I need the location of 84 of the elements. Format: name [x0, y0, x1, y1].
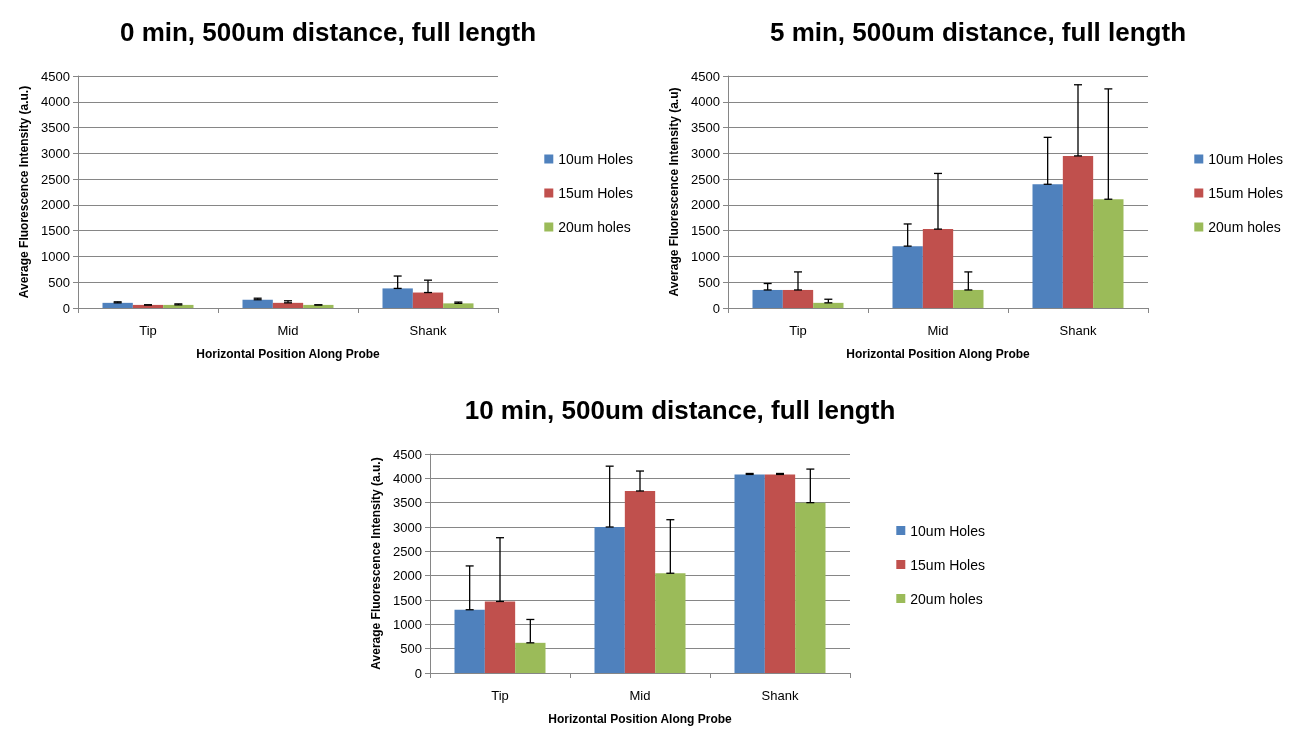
y-tick-label: 0: [712, 300, 720, 316]
legend-label: 10um Holes: [1208, 151, 1283, 167]
y-tick-label: 4000: [691, 94, 720, 110]
y-tick-label: 2500: [393, 543, 422, 559]
bar: [515, 642, 546, 673]
x-tick-label: Shank: [409, 323, 447, 338]
x-tick-label: Mid: [927, 323, 949, 338]
x-tick-label: Tip: [789, 323, 807, 338]
bar: [454, 609, 485, 673]
bar: [594, 527, 625, 673]
x-tick-label: Mid: [277, 323, 299, 338]
x-tick-label: Tip: [491, 688, 509, 703]
chart-title: 10 min, 500um distance, full length: [464, 395, 896, 425]
bar: [303, 304, 334, 308]
x-tick-label: Tip: [139, 323, 157, 338]
y-tick-label: 500: [400, 641, 422, 657]
y-tick-label: 500: [698, 274, 720, 290]
bar: [163, 304, 194, 308]
y-axis-title: Average Fluorescence Intensity (a.u.): [17, 85, 32, 299]
bar: [484, 601, 516, 673]
y-tick-label: 0: [414, 665, 422, 681]
x-axis-title: Horizontal Position Along Probe: [846, 347, 1031, 361]
y-tick-label: 3000: [691, 145, 720, 161]
chart-title: 0 min, 500um distance, full length: [119, 17, 537, 47]
y-tick-label: 4500: [691, 68, 720, 84]
y-tick-label: 0: [62, 300, 70, 316]
y-tick-label: 2000: [393, 568, 422, 584]
bar: [953, 289, 984, 308]
y-tick-label: 3500: [41, 120, 70, 136]
chart-title: 5 min, 500um distance, full length: [769, 17, 1187, 47]
y-axis-title: Average Fluorescence Intensity (a.u.): [369, 457, 384, 670]
y-tick-label: 1000: [41, 248, 70, 264]
y-tick-label: 2500: [41, 171, 70, 187]
legend-label: 20um holes: [1208, 219, 1281, 235]
y-tick-label: 3500: [393, 495, 422, 511]
bar: [764, 474, 796, 673]
y-tick-label: 1500: [691, 223, 720, 239]
legend-label: 10um Holes: [558, 151, 633, 167]
bar: [272, 302, 304, 308]
bar: [1032, 184, 1063, 308]
bar: [655, 573, 686, 673]
legend-label: 20um holes: [910, 590, 983, 607]
y-tick-label: 1500: [41, 223, 70, 239]
bar: [752, 289, 783, 308]
legend-label: 15um Holes: [1208, 185, 1283, 201]
bar: [892, 246, 923, 308]
legend-label: 15um Holes: [558, 185, 633, 201]
y-tick-label: 4000: [393, 470, 422, 486]
y-tick-label: 3000: [41, 145, 70, 161]
x-tick-label: Mid: [629, 688, 651, 703]
legend-label: 20um holes: [558, 219, 631, 235]
bar: [1062, 155, 1094, 308]
y-tick-label: 1000: [691, 248, 720, 264]
y-axis-title: Average Fluorescence Intensity (a.u): [667, 87, 682, 297]
y-tick-label: 4000: [41, 94, 70, 110]
legend-label: 15um Holes: [910, 556, 985, 573]
y-tick-label: 4500: [41, 68, 70, 84]
bar: [132, 304, 164, 308]
bar: [624, 490, 656, 673]
x-tick-label: Shank: [761, 688, 799, 703]
legend-label: 10um Holes: [910, 522, 985, 539]
x-tick-label: Shank: [1059, 323, 1097, 338]
y-tick-label: 3500: [691, 120, 720, 136]
x-axis-title: Horizontal Position Along Probe: [196, 347, 381, 361]
y-tick-label: 1500: [393, 592, 422, 608]
y-tick-label: 1000: [393, 616, 422, 632]
x-axis-title: Horizontal Position Along Probe: [548, 712, 733, 726]
y-tick-label: 500: [48, 274, 70, 290]
y-tick-label: 2000: [691, 197, 720, 213]
y-tick-label: 4500: [393, 446, 422, 462]
y-tick-label: 2500: [691, 171, 720, 187]
bar: [242, 299, 273, 308]
bar: [813, 302, 844, 308]
bar: [734, 474, 765, 673]
bar: [782, 289, 814, 308]
y-tick-label: 2000: [41, 197, 70, 213]
bar: [795, 502, 826, 673]
bar: [412, 292, 444, 308]
bar: [382, 288, 413, 308]
bar: [102, 302, 133, 308]
bar: [1093, 199, 1124, 308]
y-tick-label: 3000: [393, 519, 422, 535]
bar: [443, 303, 474, 308]
bar: [922, 229, 954, 308]
